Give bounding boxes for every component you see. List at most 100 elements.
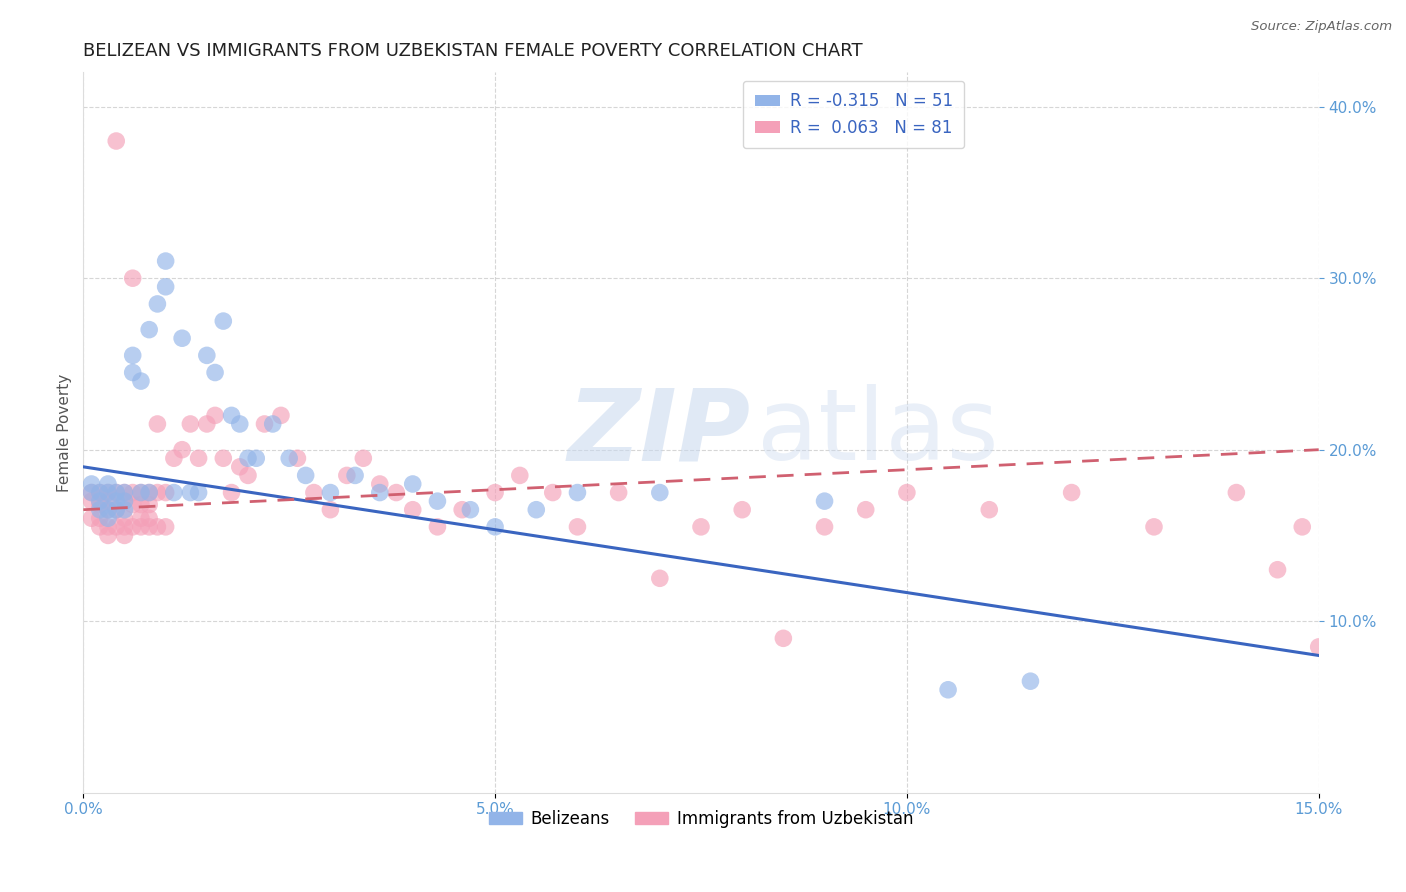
- Point: [319, 485, 342, 500]
- Point: [138, 485, 160, 500]
- Point: [97, 494, 120, 508]
- Point: [129, 374, 152, 388]
- Point: [121, 485, 143, 500]
- Point: [80, 494, 103, 508]
- Point: [146, 297, 169, 311]
- Point: [114, 511, 136, 525]
- Point: [567, 485, 589, 500]
- Point: [105, 134, 128, 148]
- Point: [155, 520, 177, 534]
- Point: [114, 485, 136, 500]
- Point: [731, 502, 754, 516]
- Point: [97, 511, 120, 525]
- Point: [302, 485, 325, 500]
- Point: [97, 485, 120, 500]
- Point: [460, 502, 482, 516]
- Point: [114, 502, 136, 516]
- Point: [278, 451, 301, 466]
- Point: [936, 682, 959, 697]
- Point: [229, 459, 252, 474]
- Y-axis label: Female Poverty: Female Poverty: [58, 374, 72, 491]
- Point: [524, 502, 547, 516]
- Point: [1308, 640, 1330, 654]
- Point: [368, 485, 391, 500]
- Point: [121, 271, 143, 285]
- Point: [179, 485, 201, 500]
- Point: [138, 520, 160, 534]
- Point: [212, 451, 235, 466]
- Point: [236, 451, 259, 466]
- Point: [97, 502, 120, 516]
- Point: [114, 485, 136, 500]
- Point: [1291, 520, 1313, 534]
- Point: [648, 571, 671, 585]
- Point: [146, 485, 169, 500]
- Point: [368, 477, 391, 491]
- Point: [129, 498, 152, 512]
- Point: [648, 485, 671, 500]
- Point: [336, 468, 359, 483]
- Point: [129, 485, 152, 500]
- Point: [121, 520, 143, 534]
- Point: [187, 485, 209, 500]
- Point: [229, 417, 252, 431]
- Point: [262, 417, 284, 431]
- Point: [97, 477, 120, 491]
- Point: [179, 417, 201, 431]
- Point: [105, 520, 128, 534]
- Point: [172, 331, 194, 345]
- Point: [155, 485, 177, 500]
- Point: [204, 366, 226, 380]
- Point: [1348, 485, 1371, 500]
- Point: [402, 477, 425, 491]
- Point: [541, 485, 564, 500]
- Point: [979, 502, 1001, 516]
- Point: [221, 485, 243, 500]
- Point: [146, 417, 169, 431]
- Point: [97, 485, 120, 500]
- Point: [89, 485, 111, 500]
- Point: [97, 528, 120, 542]
- Point: [319, 502, 342, 516]
- Point: [97, 520, 120, 534]
- Point: [236, 468, 259, 483]
- Point: [80, 485, 103, 500]
- Text: atlas: atlas: [756, 384, 998, 481]
- Point: [1225, 485, 1247, 500]
- Point: [163, 485, 186, 500]
- Point: [1324, 502, 1347, 516]
- Point: [1019, 674, 1042, 689]
- Point: [138, 485, 160, 500]
- Point: [163, 451, 186, 466]
- Point: [121, 498, 143, 512]
- Point: [813, 520, 835, 534]
- Point: [97, 502, 120, 516]
- Point: [80, 511, 103, 525]
- Point: [105, 494, 128, 508]
- Text: ZIP: ZIP: [568, 384, 751, 481]
- Point: [294, 468, 316, 483]
- Point: [221, 409, 243, 423]
- Point: [89, 520, 111, 534]
- Point: [426, 520, 449, 534]
- Point: [138, 323, 160, 337]
- Point: [129, 485, 152, 500]
- Point: [155, 280, 177, 294]
- Point: [80, 477, 103, 491]
- Point: [855, 502, 877, 516]
- Point: [426, 494, 449, 508]
- Text: BELIZEAN VS IMMIGRANTS FROM UZBEKISTAN FEMALE POVERTY CORRELATION CHART: BELIZEAN VS IMMIGRANTS FROM UZBEKISTAN F…: [83, 42, 863, 60]
- Point: [138, 511, 160, 525]
- Legend: Belizeans, Immigrants from Uzbekistan: Belizeans, Immigrants from Uzbekistan: [482, 804, 920, 835]
- Point: [89, 498, 111, 512]
- Point: [344, 468, 367, 483]
- Point: [114, 494, 136, 508]
- Point: [129, 520, 152, 534]
- Point: [187, 451, 209, 466]
- Point: [484, 520, 506, 534]
- Point: [402, 502, 425, 516]
- Point: [385, 485, 408, 500]
- Point: [195, 348, 218, 362]
- Point: [245, 451, 267, 466]
- Point: [204, 409, 226, 423]
